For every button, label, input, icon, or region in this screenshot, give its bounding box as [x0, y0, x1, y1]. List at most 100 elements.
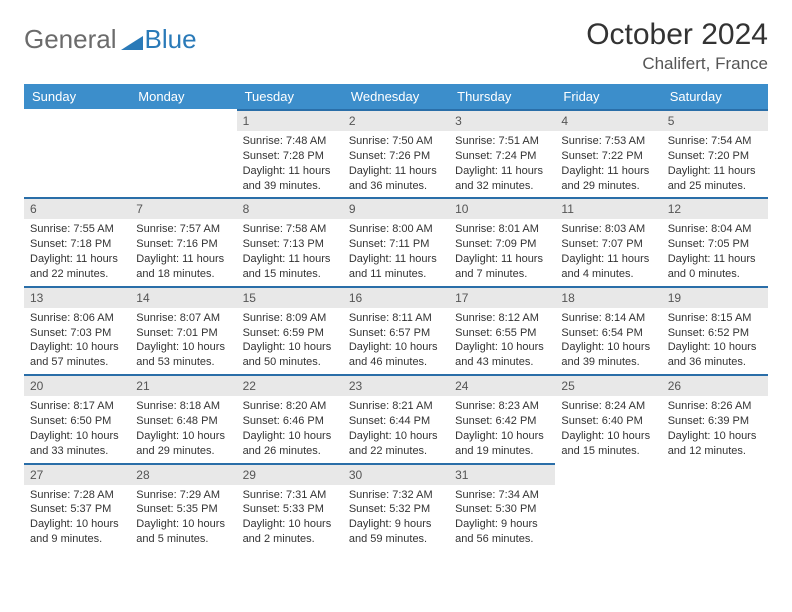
- day-number: 21: [130, 374, 236, 396]
- sunset-text: Sunset: 7:22 PM: [561, 149, 655, 164]
- calendar-cell: 30Sunrise: 7:32 AMSunset: 5:32 PMDayligh…: [343, 463, 449, 551]
- day-number: 25: [555, 374, 661, 396]
- daylight-text: Daylight: 11 hours and 36 minutes.: [349, 164, 443, 194]
- calendar-cell: [555, 463, 661, 551]
- calendar-table: Sunday Monday Tuesday Wednesday Thursday…: [24, 84, 768, 551]
- day-number: 23: [343, 374, 449, 396]
- day-content: Sunrise: 8:17 AMSunset: 6:50 PMDaylight:…: [24, 396, 130, 462]
- sunset-text: Sunset: 5:35 PM: [136, 502, 230, 517]
- day-content: Sunrise: 8:06 AMSunset: 7:03 PMDaylight:…: [24, 308, 130, 374]
- sunset-text: Sunset: 7:05 PM: [668, 237, 762, 252]
- calendar-cell: 31Sunrise: 7:34 AMSunset: 5:30 PMDayligh…: [449, 463, 555, 551]
- sunrise-text: Sunrise: 7:50 AM: [349, 134, 443, 149]
- daylight-text: Daylight: 11 hours and 7 minutes.: [455, 252, 549, 282]
- day-content: Sunrise: 7:53 AMSunset: 7:22 PMDaylight:…: [555, 131, 661, 197]
- daylight-text: Daylight: 10 hours and 43 minutes.: [455, 340, 549, 370]
- sunrise-text: Sunrise: 8:26 AM: [668, 399, 762, 414]
- day-content: Sunrise: 7:58 AMSunset: 7:13 PMDaylight:…: [237, 219, 343, 285]
- calendar-cell: 16Sunrise: 8:11 AMSunset: 6:57 PMDayligh…: [343, 286, 449, 374]
- day-number: 24: [449, 374, 555, 396]
- sunset-text: Sunset: 6:48 PM: [136, 414, 230, 429]
- daylight-text: Daylight: 9 hours and 59 minutes.: [349, 517, 443, 547]
- triangle-icon: [121, 26, 143, 44]
- sunset-text: Sunset: 7:13 PM: [243, 237, 337, 252]
- calendar-cell: 12Sunrise: 8:04 AMSunset: 7:05 PMDayligh…: [662, 197, 768, 285]
- calendar-page: General Blue October 2024 Chalifert, Fra…: [0, 0, 792, 561]
- sunset-text: Sunset: 7:26 PM: [349, 149, 443, 164]
- weekday-header: Saturday: [662, 84, 768, 109]
- calendar-cell: 27Sunrise: 7:28 AMSunset: 5:37 PMDayligh…: [24, 463, 130, 551]
- sunrise-text: Sunrise: 7:34 AM: [455, 488, 549, 503]
- sunset-text: Sunset: 6:54 PM: [561, 326, 655, 341]
- sunset-text: Sunset: 5:30 PM: [455, 502, 549, 517]
- sunrise-text: Sunrise: 8:23 AM: [455, 399, 549, 414]
- sunset-text: Sunset: 6:57 PM: [349, 326, 443, 341]
- sunset-text: Sunset: 6:42 PM: [455, 414, 549, 429]
- daylight-text: Daylight: 11 hours and 18 minutes.: [136, 252, 230, 282]
- weekday-header: Monday: [130, 84, 236, 109]
- sunset-text: Sunset: 7:11 PM: [349, 237, 443, 252]
- daylight-text: Daylight: 11 hours and 25 minutes.: [668, 164, 762, 194]
- sunrise-text: Sunrise: 7:57 AM: [136, 222, 230, 237]
- sunset-text: Sunset: 5:33 PM: [243, 502, 337, 517]
- sunset-text: Sunset: 7:24 PM: [455, 149, 549, 164]
- sunrise-text: Sunrise: 8:20 AM: [243, 399, 337, 414]
- day-number: 28: [130, 463, 236, 485]
- sunrise-text: Sunrise: 8:00 AM: [349, 222, 443, 237]
- daylight-text: Daylight: 10 hours and 5 minutes.: [136, 517, 230, 547]
- calendar-cell: 10Sunrise: 8:01 AMSunset: 7:09 PMDayligh…: [449, 197, 555, 285]
- calendar-cell: 3Sunrise: 7:51 AMSunset: 7:24 PMDaylight…: [449, 109, 555, 197]
- calendar-cell: 13Sunrise: 8:06 AMSunset: 7:03 PMDayligh…: [24, 286, 130, 374]
- day-number: 1: [237, 109, 343, 131]
- daylight-text: Daylight: 10 hours and 39 minutes.: [561, 340, 655, 370]
- sunrise-text: Sunrise: 8:11 AM: [349, 311, 443, 326]
- sunrise-text: Sunrise: 8:12 AM: [455, 311, 549, 326]
- sunrise-text: Sunrise: 8:15 AM: [668, 311, 762, 326]
- sunset-text: Sunset: 7:09 PM: [455, 237, 549, 252]
- title-block: October 2024 Chalifert, France: [586, 18, 768, 74]
- calendar-week-row: 1Sunrise: 7:48 AMSunset: 7:28 PMDaylight…: [24, 109, 768, 197]
- calendar-cell: 6Sunrise: 7:55 AMSunset: 7:18 PMDaylight…: [24, 197, 130, 285]
- sunset-text: Sunset: 6:46 PM: [243, 414, 337, 429]
- sunset-text: Sunset: 6:59 PM: [243, 326, 337, 341]
- calendar-cell: 21Sunrise: 8:18 AMSunset: 6:48 PMDayligh…: [130, 374, 236, 462]
- day-number: 17: [449, 286, 555, 308]
- weekday-header: Friday: [555, 84, 661, 109]
- calendar-cell: 19Sunrise: 8:15 AMSunset: 6:52 PMDayligh…: [662, 286, 768, 374]
- day-number: 9: [343, 197, 449, 219]
- sunrise-text: Sunrise: 7:31 AM: [243, 488, 337, 503]
- calendar-cell: 18Sunrise: 8:14 AMSunset: 6:54 PMDayligh…: [555, 286, 661, 374]
- daylight-text: Daylight: 11 hours and 29 minutes.: [561, 164, 655, 194]
- day-number: 6: [24, 197, 130, 219]
- calendar-cell: [662, 463, 768, 551]
- sunset-text: Sunset: 7:03 PM: [30, 326, 124, 341]
- daylight-text: Daylight: 11 hours and 11 minutes.: [349, 252, 443, 282]
- daylight-text: Daylight: 10 hours and 26 minutes.: [243, 429, 337, 459]
- day-number: 15: [237, 286, 343, 308]
- sunrise-text: Sunrise: 7:53 AM: [561, 134, 655, 149]
- calendar-cell: 9 Sunrise: 8:00 AMSunset: 7:11 PMDaylight…: [343, 197, 449, 285]
- day-content: Sunrise: 7:28 AMSunset: 5:37 PMDaylight:…: [24, 485, 130, 551]
- calendar-cell: 25Sunrise: 8:24 AMSunset: 6:40 PMDayligh…: [555, 374, 661, 462]
- day-content: Sunrise: 8:01 AMSunset: 7:09 PMDaylight:…: [449, 219, 555, 285]
- calendar-week-row: 27Sunrise: 7:28 AMSunset: 5:37 PMDayligh…: [24, 463, 768, 551]
- sunrise-text: Sunrise: 7:29 AM: [136, 488, 230, 503]
- brand-part1: General: [24, 24, 117, 55]
- daylight-text: Daylight: 10 hours and 33 minutes.: [30, 429, 124, 459]
- sunset-text: Sunset: 6:52 PM: [668, 326, 762, 341]
- daylight-text: Daylight: 11 hours and 22 minutes.: [30, 252, 124, 282]
- sunset-text: Sunset: 6:55 PM: [455, 326, 549, 341]
- day-content: Sunrise: 7:29 AMSunset: 5:35 PMDaylight:…: [130, 485, 236, 551]
- calendar-cell: 15Sunrise: 8:09 AMSunset: 6:59 PMDayligh…: [237, 286, 343, 374]
- daylight-text: Daylight: 10 hours and 36 minutes.: [668, 340, 762, 370]
- sunset-text: Sunset: 5:32 PM: [349, 502, 443, 517]
- calendar-body: 1Sunrise: 7:48 AMSunset: 7:28 PMDaylight…: [24, 109, 768, 551]
- sunrise-text: Sunrise: 8:01 AM: [455, 222, 549, 237]
- day-content: Sunrise: 8:18 AMSunset: 6:48 PMDaylight:…: [130, 396, 236, 462]
- sunset-text: Sunset: 7:20 PM: [668, 149, 762, 164]
- day-number: 20: [24, 374, 130, 396]
- brand-logo: General Blue: [24, 24, 197, 55]
- sunrise-text: Sunrise: 8:04 AM: [668, 222, 762, 237]
- day-number: 10: [449, 197, 555, 219]
- calendar-header-row: Sunday Monday Tuesday Wednesday Thursday…: [24, 84, 768, 109]
